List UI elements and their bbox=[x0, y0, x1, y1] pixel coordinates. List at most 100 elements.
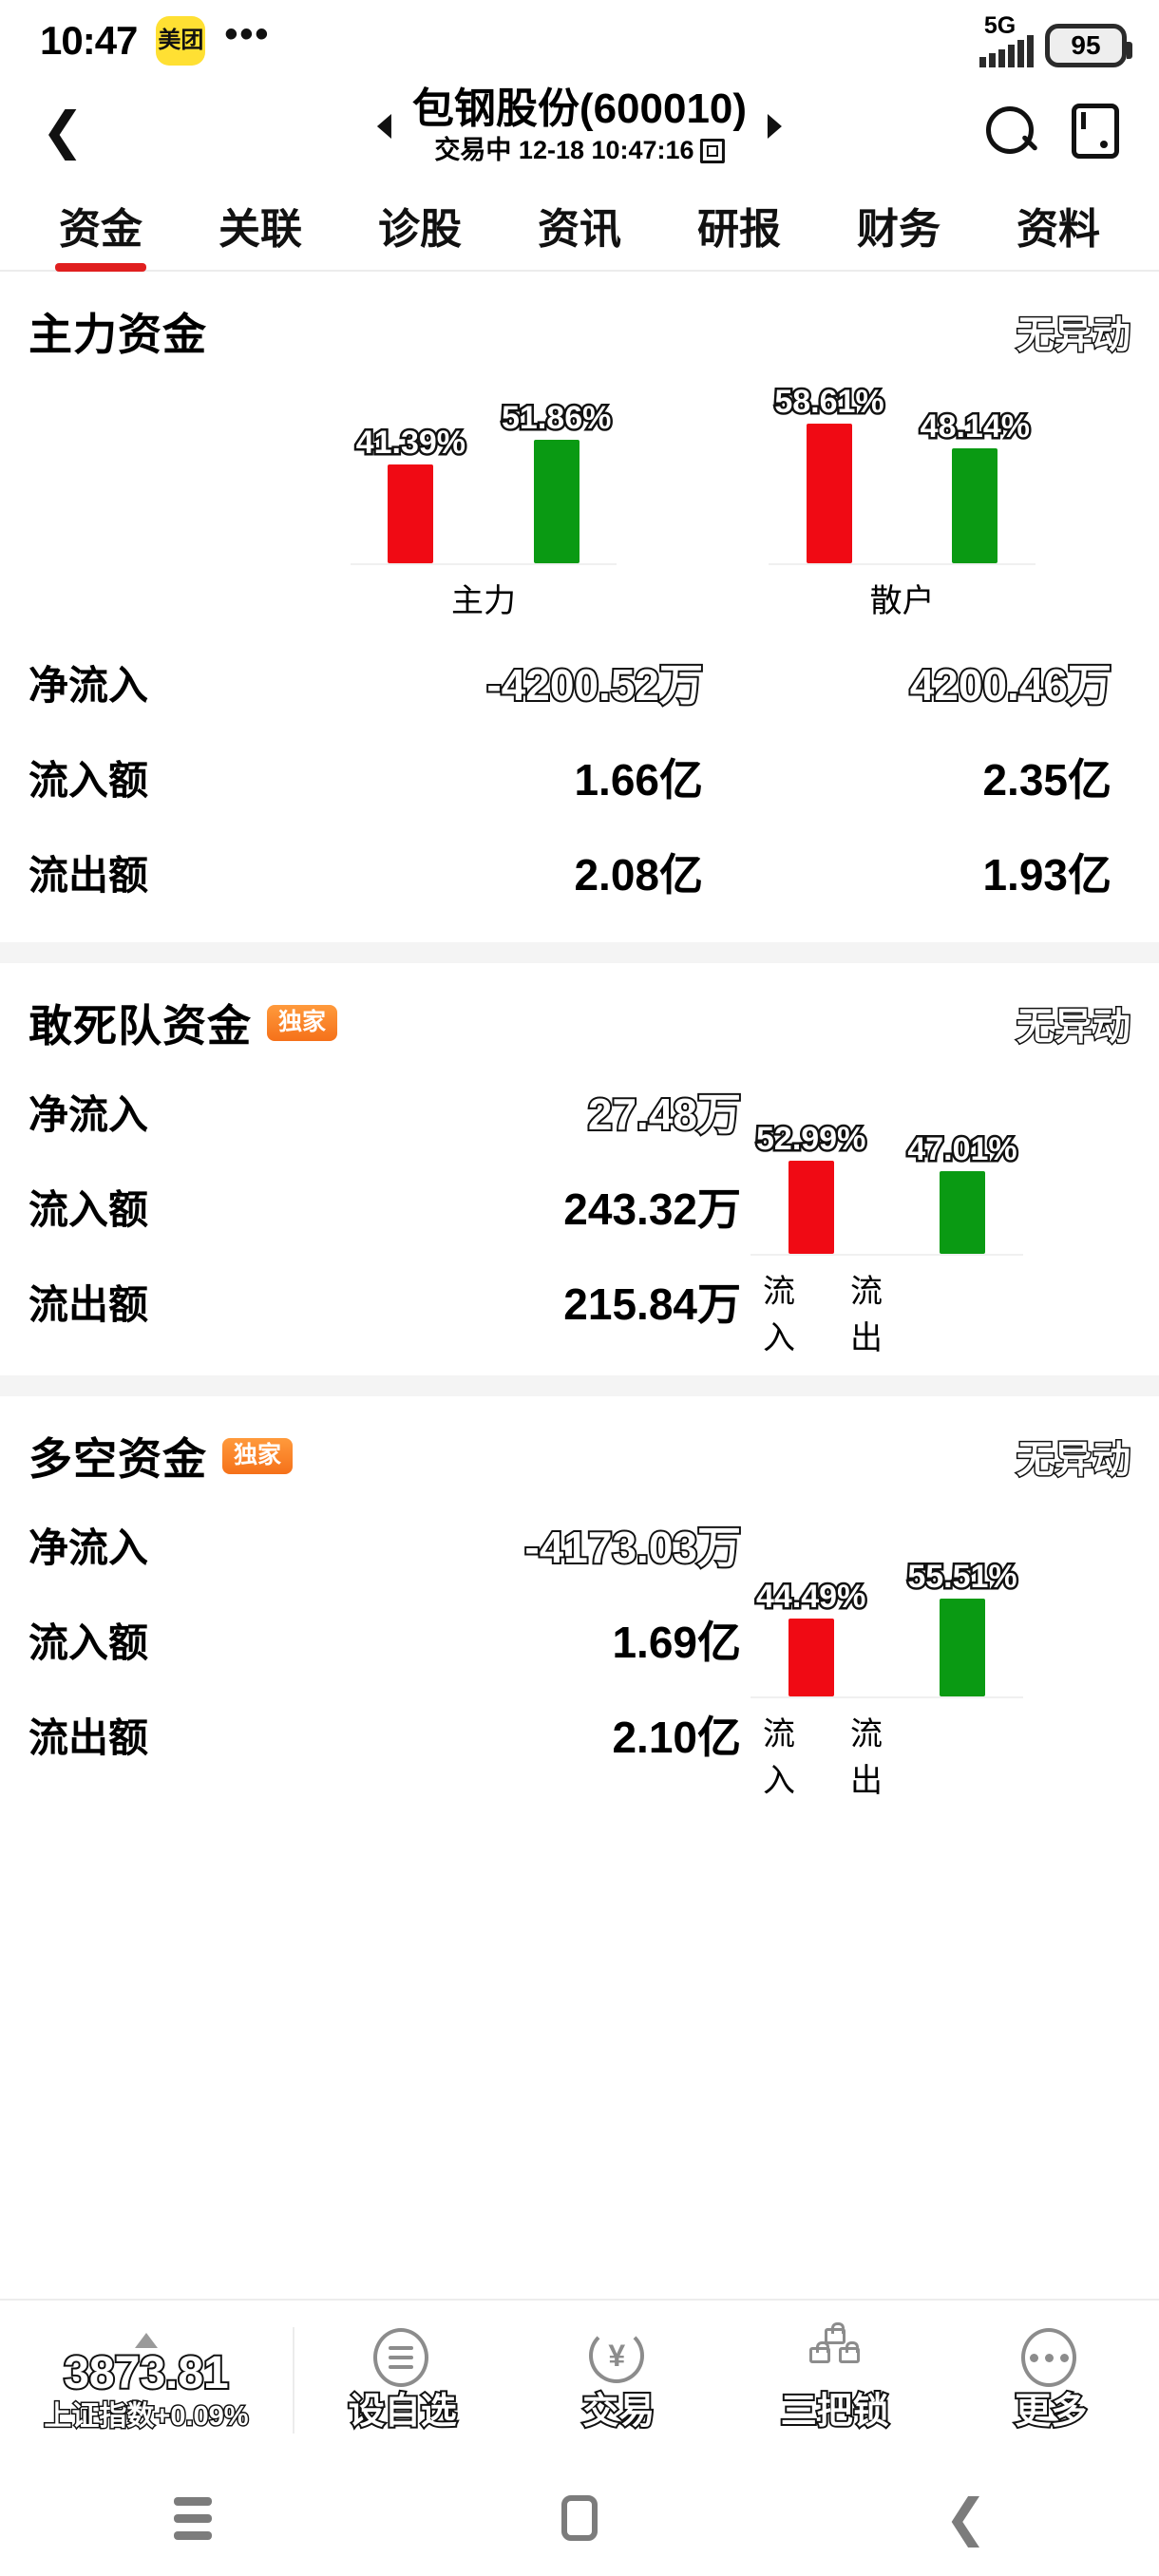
long-short-fund-header: 多空资金 独家 无异动 bbox=[0, 1396, 1159, 1497]
daredevil-fund-title: 敢死队资金 bbox=[28, 1001, 252, 1051]
tab-yanbao[interactable]: 研报 bbox=[697, 206, 781, 253]
toolbar-add-watchlist-label: 设自选 bbox=[347, 2390, 459, 2434]
daredevil-fund-chart: 52.99% 47.01% 流入 流出 bbox=[750, 1064, 1159, 1358]
bar-label-daredevil-outflow: 47.01% bbox=[905, 1130, 1019, 1168]
row-value-sanhu-outflow-amount: 1.93亿 bbox=[982, 850, 1112, 900]
tab-zixun[interactable]: 资讯 bbox=[538, 206, 621, 253]
daredevil-fund-rows: 净流入 27.48万 流入额 243.32万 流出额 215.84万 bbox=[0, 1064, 750, 1349]
table-row: 流出额 215.84万 bbox=[28, 1254, 750, 1349]
bar-label-sanhu-inflow: 58.61% bbox=[772, 383, 886, 421]
network-indicator: 5G bbox=[979, 14, 1034, 67]
yen-refresh-icon: ¥ bbox=[589, 2328, 648, 2387]
row-value-sanhu-inflow-amount: 2.35亿 bbox=[982, 755, 1112, 805]
tab-bar: 资金 关联 诊股 资讯 研报 财务 资料 bbox=[0, 180, 1159, 272]
row-value-sanhu-net-inflow: 4200.46万 bbox=[908, 658, 1113, 711]
list-circle-icon bbox=[372, 2328, 432, 2388]
bar-label-sanhu-outflow: 48.14% bbox=[918, 407, 1032, 445]
prev-stock-arrow-icon[interactable] bbox=[376, 114, 391, 140]
table-row: 流入额 1.69亿 bbox=[28, 1592, 750, 1687]
status-bar-right: 5G 95 bbox=[979, 14, 1132, 67]
toolbar-three-locks-label: 三把锁 bbox=[779, 2390, 891, 2434]
meituan-app-icon: 美团 bbox=[156, 16, 206, 66]
bar-sanhu-inflow bbox=[807, 424, 852, 563]
bar-item-sanhu-outflow: 48.14% bbox=[918, 407, 1033, 563]
index-value: 3873.81 bbox=[62, 2347, 231, 2399]
market-status: 交易中 12-18 10:47:16 bbox=[412, 134, 747, 167]
section-main-fund: 主力资金 无异动 41.39% 51.86% 主力 bbox=[0, 272, 1159, 919]
tab-zhengu[interactable]: 诊股 bbox=[378, 206, 462, 253]
bottom-toolbar: 3873.81 上证指数+0.09% 设自选 ¥ 交易 bbox=[0, 2299, 1159, 2460]
bar-label-zhuli-outflow: 51.86% bbox=[500, 399, 614, 437]
section-divider bbox=[0, 942, 1159, 963]
section-long-short-fund: 多空资金 独家 无异动 净流入 -4173.03万 流入额 1.69亿 流出额 … bbox=[0, 1396, 1159, 1801]
bar-group-zhuli: 41.39% 51.86% 主力 bbox=[350, 375, 618, 621]
row-label-outflow-amount: 流出额 bbox=[28, 1281, 149, 1327]
toolbar-add-watchlist[interactable]: 设自选 bbox=[294, 2328, 511, 2434]
back-icon: ❮ bbox=[944, 2490, 988, 2547]
row-label-net-inflow: 净流入 bbox=[28, 1525, 149, 1570]
bar-item-zhuli-inflow: 41.39% bbox=[353, 424, 468, 563]
tab-zijin[interactable]: 资金 bbox=[21, 180, 180, 270]
main-fund-title: 主力资金 bbox=[28, 310, 207, 359]
three-locks-icon bbox=[806, 2322, 864, 2387]
back-button[interactable]: ❮ bbox=[41, 103, 85, 160]
toolbar-actions: 设自选 ¥ 交易 三把锁 bbox=[294, 2322, 1159, 2434]
main-fund-rows: 净流入 -4200.52万 4200.46万 流入额 1.66亿 2.35亿 流… bbox=[0, 621, 1159, 919]
tab-caiwu[interactable]: 财务 bbox=[857, 206, 940, 253]
layout-icon[interactable] bbox=[1072, 104, 1119, 159]
row-value-zhuli-net-inflow: -4200.52万 bbox=[484, 658, 705, 711]
long-short-fund-chart: 44.49% 55.51% 流入 流出 bbox=[750, 1497, 1159, 1801]
table-row: 流入额 243.32万 bbox=[28, 1159, 750, 1254]
bar-longshort-inflow bbox=[788, 1619, 834, 1696]
row-label-inflow-amount: 流入额 bbox=[28, 1619, 149, 1665]
nav-recents-button[interactable] bbox=[136, 2480, 250, 2556]
bar-item-daredevil-outflow: 47.01% bbox=[905, 1130, 1019, 1254]
recents-icon bbox=[174, 2496, 213, 2540]
long-short-fund-status-badge: 无异动 bbox=[1016, 1438, 1132, 1483]
app-header: ❮ 包钢股份(600010) 交易中 12-18 10:47:16 bbox=[0, 82, 1159, 180]
next-stock-arrow-icon[interactable] bbox=[768, 114, 783, 140]
bar-group-label-daredevil-inflow: 流入 bbox=[763, 1274, 795, 1356]
network-type-label: 5G bbox=[983, 12, 1016, 39]
toolbar-more[interactable]: 更多 bbox=[943, 2328, 1159, 2434]
bar-item-daredevil-inflow: 52.99% bbox=[753, 1120, 868, 1254]
bar-item-longshort-inflow: 44.49% bbox=[753, 1578, 868, 1696]
table-row: 流出额 2.08亿 1.93亿 bbox=[28, 824, 1130, 919]
status-bar: 10:47 美团 ••• 5G 95 bbox=[0, 0, 1159, 82]
row-value-net-inflow: -4173.03万 bbox=[522, 1521, 743, 1574]
table-row: 流出额 2.10亿 bbox=[28, 1687, 750, 1782]
bar-group-sanhu: 58.61% 48.14% 散户 bbox=[769, 375, 1036, 621]
bar-label-longshort-outflow: 55.51% bbox=[905, 1558, 1019, 1596]
tab-ziliao[interactable]: 资料 bbox=[1016, 206, 1100, 253]
search-icon[interactable] bbox=[984, 104, 1037, 158]
bar-group-label-longshort-outflow: 流出 bbox=[850, 1716, 883, 1799]
signal-bars-icon bbox=[979, 35, 1034, 67]
bar-label-longshort-inflow: 44.49% bbox=[753, 1578, 867, 1616]
toolbar-three-locks[interactable]: 三把锁 bbox=[727, 2322, 943, 2434]
main-fund-header: 主力资金 无异动 bbox=[0, 272, 1159, 372]
battery-level: 95 bbox=[1071, 30, 1101, 60]
header-actions bbox=[984, 104, 1130, 159]
row-value-zhuli-inflow-amount: 1.66亿 bbox=[574, 755, 703, 805]
row-label-net-inflow: 净流入 bbox=[28, 1091, 149, 1137]
bar-daredevil-outflow bbox=[939, 1171, 985, 1254]
toolbar-more-label: 更多 bbox=[1013, 2390, 1089, 2434]
nav-back-button[interactable]: ❮ bbox=[909, 2480, 1023, 2556]
market-status-text: 交易中 12-18 10:47:16 bbox=[434, 136, 694, 165]
bar-group-label-zhuli: 主力 bbox=[451, 583, 517, 619]
daredevil-fund-header: 敢死队资金 独家 无异动 bbox=[0, 963, 1159, 1064]
main-fund-status-badge: 无异动 bbox=[1016, 313, 1132, 358]
long-short-fund-rows: 净流入 -4173.03万 流入额 1.69亿 流出额 2.10亿 bbox=[0, 1497, 750, 1782]
long-short-fund-title: 多空资金 bbox=[28, 1434, 207, 1484]
toolbar-trade[interactable]: ¥ 交易 bbox=[511, 2328, 728, 2434]
table-row: 净流入 -4173.03万 bbox=[28, 1497, 750, 1592]
nav-home-button[interactable] bbox=[522, 2480, 636, 2556]
bar-item-longshort-outflow: 55.51% bbox=[905, 1558, 1019, 1696]
bar-zhuli-outflow bbox=[533, 440, 580, 563]
index-widget[interactable]: 3873.81 上证指数+0.09% bbox=[0, 2327, 294, 2434]
tab-guanlian[interactable]: 关联 bbox=[218, 206, 302, 253]
bar-item-sanhu-inflow: 58.61% bbox=[772, 383, 886, 563]
status-overflow-icon: ••• bbox=[224, 13, 271, 55]
bar-label-daredevil-inflow: 52.99% bbox=[753, 1120, 867, 1158]
